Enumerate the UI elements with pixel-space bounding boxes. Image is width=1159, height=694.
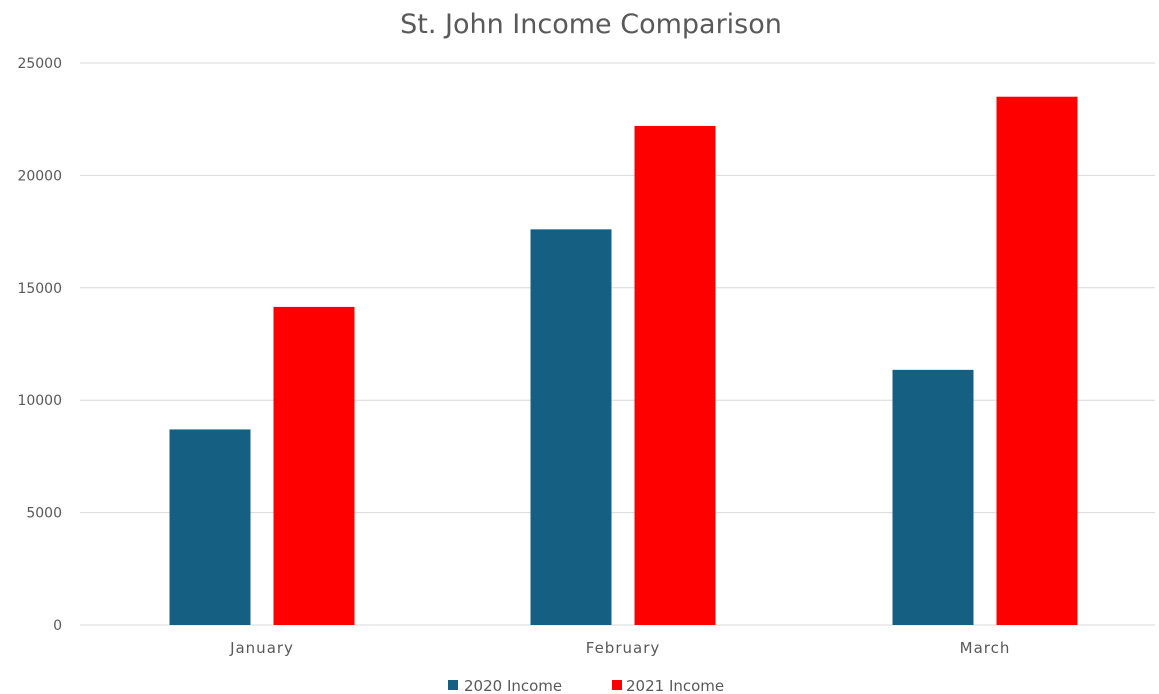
gridlines — [80, 62, 1155, 626]
bar-series-2-january — [273, 306, 355, 625]
x-category-label: February — [586, 639, 660, 657]
y-tick-label: 5000 — [26, 506, 62, 522]
y-axis-ticks: 0 5000 10000 15000 20000 25000 — [17, 56, 62, 634]
bar-series-1-january — [169, 429, 251, 625]
y-tick-label: 15000 — [17, 281, 62, 297]
bar-series-2-february — [634, 125, 716, 625]
bar-series-1-march — [892, 369, 974, 625]
bars — [169, 96, 1078, 626]
y-tick-label: 10000 — [17, 393, 62, 409]
chart-title: St. John Income Comparison — [400, 9, 782, 40]
y-tick-label: 0 — [53, 618, 62, 634]
legend: 2020 Income 2021 Income — [448, 677, 724, 694]
bar-series-1-february — [530, 229, 612, 626]
legend-label: 2021 Income — [626, 677, 724, 694]
bar-series-2-march — [996, 96, 1078, 626]
x-category-label: March — [960, 639, 1011, 657]
x-category-label: January — [229, 639, 294, 657]
x-axis-categories: January February March — [229, 639, 1011, 657]
legend-swatch — [448, 680, 458, 690]
legend-label: 2020 Income — [464, 677, 562, 694]
y-tick-label: 20000 — [17, 168, 62, 184]
y-tick-label: 25000 — [17, 56, 62, 72]
legend-swatch — [612, 680, 622, 690]
